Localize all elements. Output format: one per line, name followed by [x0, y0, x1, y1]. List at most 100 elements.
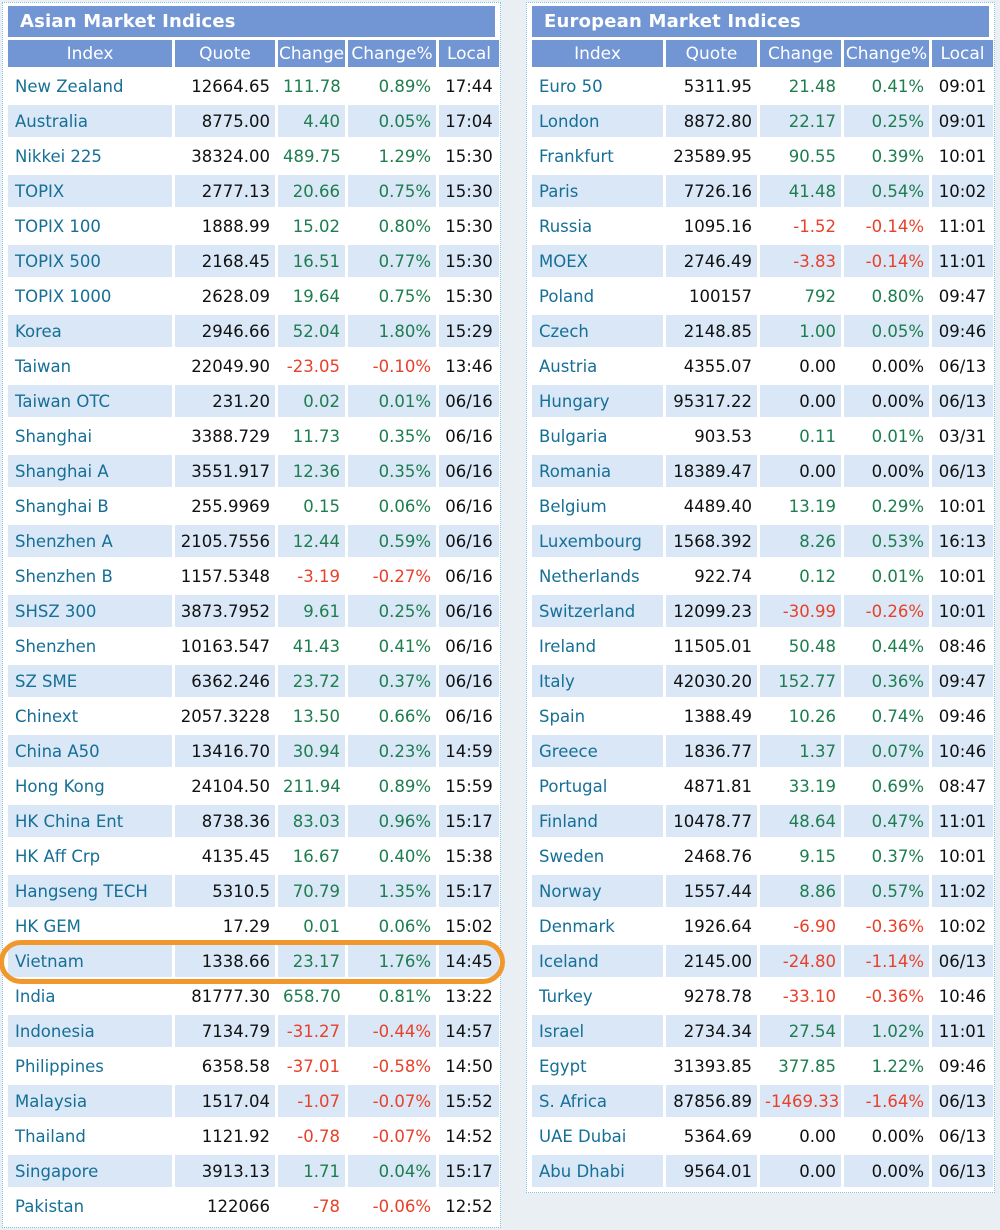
index-name[interactable]: Egypt	[532, 1050, 663, 1082]
index-name[interactable]: Shanghai A	[8, 455, 172, 487]
change-pct-value: -0.27%	[348, 560, 436, 592]
index-name[interactable]: Turkey	[532, 980, 663, 1012]
local-time: 10:02	[932, 910, 993, 942]
quote-value: 6358.58	[175, 1050, 275, 1082]
index-name[interactable]: Shanghai B	[8, 490, 172, 522]
index-name[interactable]: Sweden	[532, 840, 663, 872]
quote-value: 122066	[175, 1190, 275, 1222]
change-pct-value: 1.22%	[844, 1050, 929, 1082]
index-name[interactable]: Indonesia	[8, 1015, 172, 1047]
index-name[interactable]: Hungary	[532, 385, 663, 417]
quote-value: 2105.7556	[175, 525, 275, 557]
index-name[interactable]: Euro 50	[532, 70, 663, 102]
index-name[interactable]: Norway	[532, 875, 663, 907]
quote-value: 1338.66	[175, 945, 275, 977]
table-row: Poland 100157 792 0.80% 09:47	[532, 280, 993, 312]
index-name[interactable]: Singapore	[8, 1155, 172, 1187]
local-time: 11:01	[932, 245, 993, 277]
index-name[interactable]: Ireland	[532, 630, 663, 662]
col-header-index: Index	[532, 40, 663, 67]
index-name[interactable]: Shanghai	[8, 420, 172, 452]
local-time: 10:01	[932, 560, 993, 592]
european-market-indices-panel: European Market Indices Index Quote Change…	[526, 2, 995, 1193]
index-name[interactable]: Belgium	[532, 490, 663, 522]
change-value: 152.77	[760, 665, 841, 697]
index-name[interactable]: Shenzhen B	[8, 560, 172, 592]
index-name[interactable]: China A50	[8, 735, 172, 767]
local-time: 06/16	[439, 630, 499, 662]
index-name[interactable]: Chinext	[8, 700, 172, 732]
index-name[interactable]: SHSZ 300	[8, 595, 172, 627]
index-name[interactable]: Nikkei 225	[8, 140, 172, 172]
table-row: TOPIX 100 1888.99 15.02 0.80% 15:30	[8, 210, 499, 242]
change-pct-value: 0.05%	[844, 315, 929, 347]
index-name[interactable]: Greece	[532, 735, 663, 767]
index-name[interactable]: Luxembourg	[532, 525, 663, 557]
local-time: 13:22	[439, 980, 499, 1012]
index-name[interactable]: UAE Dubai	[532, 1120, 663, 1152]
index-name[interactable]: TOPIX 100	[8, 210, 172, 242]
index-name[interactable]: Israel	[532, 1015, 663, 1047]
index-name[interactable]: Australia	[8, 105, 172, 137]
index-name[interactable]: Romania	[532, 455, 663, 487]
quote-value: 7134.79	[175, 1015, 275, 1047]
change-value: -1.52	[760, 210, 841, 242]
asian-table-header: Index Quote Change Change% Local	[8, 40, 499, 67]
local-time: 06/16	[439, 560, 499, 592]
table-row: MOEX 2746.49 -3.83 -0.14% 11:01	[532, 245, 993, 277]
index-name[interactable]: Poland	[532, 280, 663, 312]
index-name[interactable]: Iceland	[532, 945, 663, 977]
quote-value: 2777.13	[175, 175, 275, 207]
index-name[interactable]: Czech	[532, 315, 663, 347]
change-value: -23.05	[278, 350, 345, 382]
index-name[interactable]: Denmark	[532, 910, 663, 942]
index-name[interactable]: Thailand	[8, 1120, 172, 1152]
index-name[interactable]: TOPIX	[8, 175, 172, 207]
index-name[interactable]: Vietnam	[8, 945, 172, 977]
index-name[interactable]: Malaysia	[8, 1085, 172, 1117]
col-header-change-pct: Change%	[844, 40, 929, 67]
index-name[interactable]: London	[532, 105, 663, 137]
local-time: 14:50	[439, 1050, 499, 1082]
table-row: Hungary 95317.22 0.00 0.00% 06/13	[532, 385, 993, 417]
index-name[interactable]: TOPIX 500	[8, 245, 172, 277]
index-name[interactable]: Taiwan	[8, 350, 172, 382]
index-name[interactable]: Portugal	[532, 770, 663, 802]
index-name[interactable]: Pakistan	[8, 1190, 172, 1222]
index-name[interactable]: S. Africa	[532, 1085, 663, 1117]
index-name[interactable]: Switzerland	[532, 595, 663, 627]
index-name[interactable]: Shenzhen A	[8, 525, 172, 557]
index-name[interactable]: Paris	[532, 175, 663, 207]
local-time: 09:47	[932, 280, 993, 312]
quote-value: 3873.7952	[175, 595, 275, 627]
index-name[interactable]: New Zealand	[8, 70, 172, 102]
index-name[interactable]: TOPIX 1000	[8, 280, 172, 312]
index-name[interactable]: HK Aff Crp	[8, 840, 172, 872]
table-row: SZ SME 6362.246 23.72 0.37% 06/16	[8, 665, 499, 697]
index-name[interactable]: Bulgaria	[532, 420, 663, 452]
change-value: 9.61	[278, 595, 345, 627]
index-name[interactable]: Abu Dhabi	[532, 1155, 663, 1187]
index-name[interactable]: Korea	[8, 315, 172, 347]
index-name[interactable]: SZ SME	[8, 665, 172, 697]
index-name[interactable]: Shenzhen	[8, 630, 172, 662]
index-name[interactable]: Finland	[532, 805, 663, 837]
table-row: Taiwan 22049.90 -23.05 -0.10% 13:46	[8, 350, 499, 382]
index-name[interactable]: Russia	[532, 210, 663, 242]
change-value: -78	[278, 1190, 345, 1222]
index-name[interactable]: Philippines	[8, 1050, 172, 1082]
index-name[interactable]: India	[8, 980, 172, 1012]
index-name[interactable]: Taiwan OTC	[8, 385, 172, 417]
quote-value: 2628.09	[175, 280, 275, 312]
index-name[interactable]: HK China Ent	[8, 805, 172, 837]
index-name[interactable]: HK GEM	[8, 910, 172, 942]
index-name[interactable]: Austria	[532, 350, 663, 382]
index-name[interactable]: Hong Kong	[8, 770, 172, 802]
index-name[interactable]: Italy	[532, 665, 663, 697]
index-name[interactable]: Spain	[532, 700, 663, 732]
index-name[interactable]: MOEX	[532, 245, 663, 277]
index-name[interactable]: Hangseng TECH	[8, 875, 172, 907]
quote-value: 87856.89	[666, 1085, 757, 1117]
index-name[interactable]: Frankfurt	[532, 140, 663, 172]
index-name[interactable]: Netherlands	[532, 560, 663, 592]
